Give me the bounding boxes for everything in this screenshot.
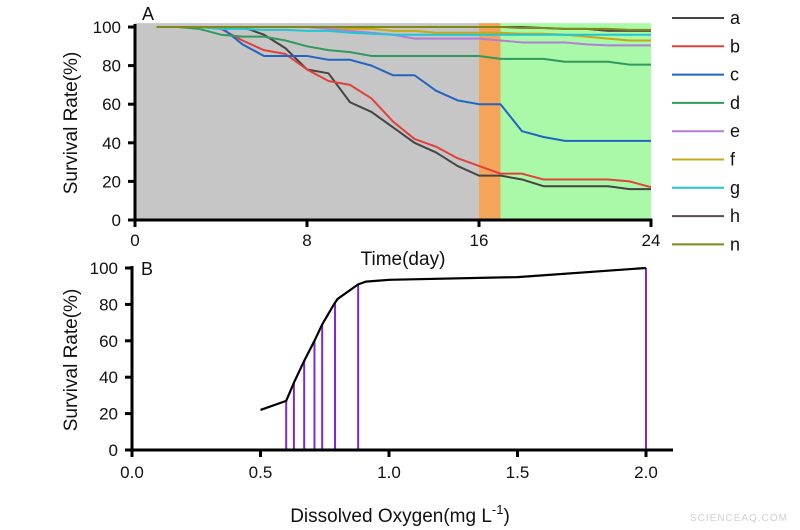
x-tick-label-b: 0.0 (120, 463, 144, 482)
y-tick-label-a: 80 (102, 57, 121, 76)
watermark: SCIENCEAQ.COM (689, 513, 788, 524)
x-tick-label-b: 1.0 (377, 463, 401, 482)
y-tick-label-a: 40 (102, 134, 121, 153)
legend-label-g: g (730, 178, 740, 198)
series-line-b (156, 26, 652, 189)
x-tick-label-b: 1.5 (506, 463, 530, 482)
series-line-g (156, 26, 651, 36)
y-tick-label-a: 0 (112, 211, 121, 230)
background-region-2 (500, 23, 651, 220)
y-axis-title-a: Survival Rate(%) (61, 52, 82, 195)
legend-label-n: n (730, 234, 740, 254)
x-axis-title-a: Time(day) (361, 249, 446, 270)
x-axis-title-b-end: ) (503, 506, 509, 527)
y-tick-label-b: 100 (90, 259, 118, 278)
x-tick-label-b: 2.0 (634, 463, 658, 482)
y-tick-label-a: 60 (102, 95, 121, 114)
legend-label-e: e (730, 121, 740, 141)
x-tick-label-a: 0 (130, 231, 139, 250)
panel-label-a: A (142, 4, 154, 24)
series-line-d (156, 26, 651, 66)
panel-label-b: B (141, 259, 153, 279)
x-tick-label-a: 16 (470, 231, 489, 250)
series-line-c (156, 26, 651, 142)
y-axis-title-b: Survival Rate(%) (61, 289, 82, 432)
x-tick-label-b: 0.5 (249, 463, 273, 482)
background-region-1 (479, 23, 501, 220)
survival-curve-b (260, 266, 647, 411)
y-tick-label-b: 80 (99, 295, 118, 314)
x-axis-title-b: Dissolved Oxygen(mg L-1) (290, 502, 510, 527)
legend-label-a: a (730, 8, 741, 28)
x-axis-title-b-main: Dissolved Oxygen(mg L (290, 506, 492, 527)
series-line-n (156, 26, 651, 31)
legend-label-h: h (730, 206, 740, 226)
x-tick-label-a: 24 (642, 231, 661, 250)
legend-label-f: f (730, 150, 736, 170)
x-tick-label-a: 8 (302, 231, 311, 250)
y-tick-label-b: 60 (99, 332, 118, 351)
y-tick-label-b: 20 (99, 405, 118, 424)
y-tick-label-b: 40 (99, 368, 118, 387)
background-region-0 (135, 23, 479, 220)
y-tick-label-a: 100 (93, 18, 121, 37)
y-tick-label-b: 0 (109, 441, 118, 460)
y-tick-label-a: 20 (102, 172, 121, 191)
legend-label-d: d (730, 93, 740, 113)
legend-label-b: b (730, 36, 740, 56)
legend-label-c: c (730, 65, 739, 85)
x-axis-title-b-superscript: -1 (492, 502, 504, 517)
